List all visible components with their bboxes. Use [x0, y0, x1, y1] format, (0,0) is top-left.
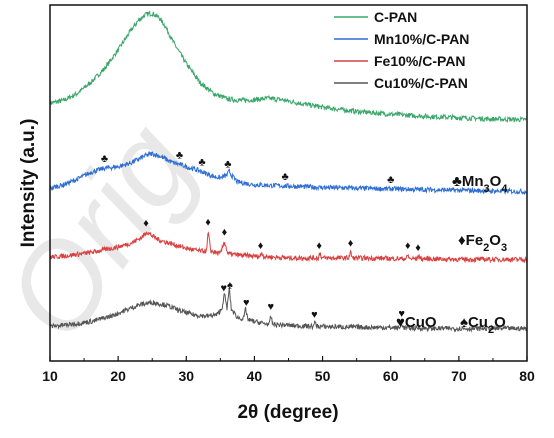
legend-label-0: C-PAN: [374, 9, 417, 25]
cuo-phase-label: ♥CuO: [396, 314, 437, 331]
legend: C-PAN Mn10%/C-PAN Fe10%/C-PAN Cu10%/C-PAN: [334, 9, 469, 91]
x-tick-label-1: 20: [110, 368, 126, 384]
fe2o3-phase-label: ♦Fe2O3: [458, 232, 507, 254]
mn3o4-peak-marker-5: ♣: [387, 174, 394, 186]
cuo-peak-marker-3: ♥: [311, 309, 318, 321]
legend-label-2: Fe10%/C-PAN: [374, 53, 466, 69]
series-line-2: [49, 230, 528, 264]
series-line-3: [49, 286, 528, 333]
fe2o3-peak-marker-4: ♦: [316, 240, 322, 252]
x-axis-label-prefix: 2: [237, 402, 248, 423]
x-axis-label-theta: θ: [248, 402, 258, 423]
cuo-peak-marker-4: ♥: [398, 308, 405, 320]
x-tick-label-4: 50: [315, 368, 331, 384]
fe2o3-peak-marker-6: ♦: [405, 240, 411, 252]
cuo-peak-marker-1: ♥: [243, 297, 250, 309]
legend-label-1: Mn10%/C-PAN: [374, 31, 469, 47]
x-tick-label-3: 40: [247, 368, 263, 384]
x-ticks: 10 20 30 40 50 60 70 80: [42, 356, 535, 384]
mn3o4-peak-marker-2: ♣: [198, 157, 205, 169]
cu2o-peak-marker-0: ♠: [227, 279, 233, 291]
mn3o4-peak-marker-4: ♣: [281, 171, 288, 183]
x-tick-label-7: 80: [519, 368, 535, 384]
x-tick-label-6: 70: [451, 368, 467, 384]
fe2o3-peak-marker-3: ♦: [258, 240, 264, 252]
x-tick-label-0: 10: [42, 368, 58, 384]
cuo-peak-marker-0: ♥: [221, 283, 228, 295]
fe2o3-peak-marker-2: ♦: [222, 226, 228, 238]
x-axis-label-suffix: (degree): [258, 402, 338, 423]
cuo-peak-marker-2: ♥: [268, 301, 275, 313]
mn3o4-peak-marker-0: ♣: [101, 153, 108, 165]
fe2o3-peak-marker-5: ♦: [348, 238, 354, 250]
series-line-1: [49, 150, 528, 196]
mn3o4-peak-marker-1: ♣: [176, 150, 183, 162]
fe2o3-peak-marker-7: ♦: [415, 242, 421, 254]
mn3o4-peak-marker-3: ♣: [224, 159, 231, 171]
x-tick-label-5: 60: [383, 368, 399, 384]
x-tick-label-2: 30: [178, 368, 194, 384]
plot-area: ♣ ♣♣ ♣♣ ♣♦ ♦♦♦ ♦ ♦ ♦ ♦♥♥ ♥♥ ♥♠: [49, 10, 528, 333]
mn3o4-phase-label: ♣Mn3O4: [452, 173, 508, 195]
phase-labels: ♣Mn3O4 ♦Fe2O3 ♥CuO ♠Cu2O: [396, 173, 508, 336]
legend-label-3: Cu10%/C-PAN: [374, 75, 468, 91]
x-axis-label: 2θ (degree): [237, 402, 338, 423]
fe2o3-peak-marker-1: ♦: [205, 217, 211, 229]
y-axis-label: Intensity (a.u.): [18, 119, 39, 248]
fe2o3-peak-marker-0: ♦: [143, 218, 149, 230]
cu2o-phase-label: ♠Cu2O: [460, 314, 506, 336]
series-line-0: [49, 10, 528, 124]
